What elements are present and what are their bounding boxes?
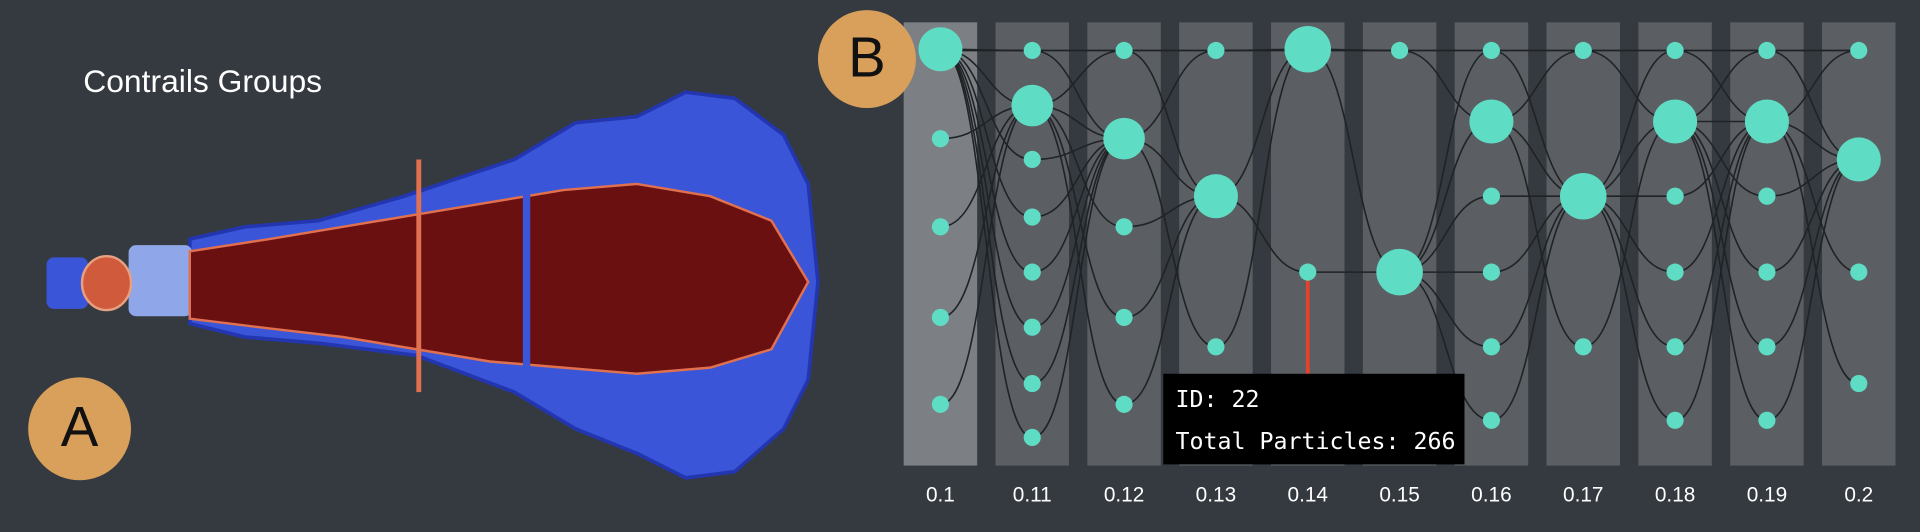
node bbox=[918, 27, 963, 72]
node bbox=[931, 395, 949, 413]
panel-badge bbox=[817, 10, 916, 109]
column bbox=[1087, 22, 1161, 466]
node bbox=[1103, 117, 1145, 160]
column-label: 0.18 bbox=[1655, 484, 1695, 507]
node bbox=[1653, 99, 1698, 144]
node bbox=[1115, 308, 1133, 326]
node bbox=[1207, 41, 1225, 60]
node bbox=[1666, 187, 1684, 205]
node bbox=[1758, 263, 1776, 281]
panel-a: Contrails Groups A bbox=[28, 63, 820, 481]
column-label: 0.19 bbox=[1747, 484, 1787, 507]
node bbox=[1758, 187, 1776, 205]
node bbox=[1758, 41, 1776, 60]
column-label: 0.14 bbox=[1288, 484, 1328, 507]
contrail-segment bbox=[46, 257, 89, 309]
node bbox=[1391, 41, 1409, 60]
contrail-segment bbox=[128, 245, 193, 317]
node bbox=[1850, 41, 1868, 60]
node bbox=[1299, 263, 1317, 281]
edge bbox=[940, 104, 1033, 406]
node bbox=[1744, 99, 1789, 144]
node bbox=[1850, 374, 1868, 393]
column-label: 0.13 bbox=[1196, 484, 1236, 507]
edge bbox=[940, 48, 1033, 385]
node bbox=[1115, 218, 1133, 236]
column bbox=[1546, 22, 1620, 466]
node bbox=[1115, 41, 1133, 60]
node bbox=[1758, 338, 1776, 356]
column bbox=[1730, 22, 1804, 466]
node bbox=[1376, 248, 1423, 296]
node bbox=[1023, 374, 1041, 393]
column-label: 0.12 bbox=[1104, 484, 1144, 507]
node bbox=[1023, 263, 1041, 281]
edge bbox=[1032, 137, 1125, 439]
panel-label: A bbox=[61, 395, 99, 458]
node bbox=[1850, 263, 1868, 281]
column bbox=[1638, 22, 1712, 466]
node bbox=[1023, 208, 1041, 226]
node bbox=[1666, 338, 1684, 356]
node bbox=[1482, 41, 1500, 60]
node bbox=[1023, 318, 1041, 336]
panel-title: Contrails Groups bbox=[83, 63, 322, 99]
node bbox=[1023, 150, 1041, 169]
node bbox=[1284, 26, 1332, 73]
column bbox=[1822, 22, 1896, 466]
tooltip: ID: 22 Total Particles: 266 bbox=[1163, 373, 1465, 465]
node bbox=[1560, 172, 1607, 220]
node bbox=[931, 218, 949, 236]
node bbox=[1666, 411, 1684, 429]
panel-label: B bbox=[848, 25, 886, 88]
panel-b: 0.1 0.11 0.12 0.13 0.14 0.15 0.16 0.17 0.18 0.19 0… bbox=[817, 10, 1896, 507]
inner-contrail bbox=[188, 182, 810, 375]
tooltip-id: ID: 22 bbox=[1176, 386, 1260, 413]
tooltip-box bbox=[1163, 373, 1465, 465]
node bbox=[1574, 338, 1592, 356]
node bbox=[1482, 263, 1500, 281]
node bbox=[1115, 395, 1133, 413]
node bbox=[1482, 187, 1500, 205]
node bbox=[931, 308, 949, 326]
column-label: 0.11 bbox=[1013, 484, 1052, 507]
node bbox=[1193, 174, 1238, 219]
node bbox=[1482, 411, 1500, 429]
column-label: 0.1 bbox=[926, 484, 955, 507]
column-label: 0.15 bbox=[1379, 484, 1419, 507]
tooltip-total: Total Particles: 266 bbox=[1176, 428, 1456, 455]
column-label: 0.2 bbox=[1844, 484, 1873, 507]
node bbox=[1574, 41, 1592, 60]
node bbox=[1666, 41, 1684, 60]
node bbox=[1482, 338, 1500, 356]
node bbox=[931, 130, 949, 148]
edge bbox=[940, 48, 1033, 439]
node bbox=[1023, 41, 1041, 60]
node bbox=[1666, 263, 1684, 281]
contrail-segment bbox=[80, 254, 133, 312]
node bbox=[1469, 99, 1514, 144]
edge bbox=[1032, 104, 1125, 406]
node bbox=[1836, 137, 1881, 182]
panel-badge bbox=[28, 377, 132, 481]
node bbox=[1207, 338, 1225, 356]
node bbox=[1758, 411, 1776, 429]
column-label: 0.16 bbox=[1471, 484, 1511, 507]
node bbox=[1011, 84, 1054, 127]
node bbox=[1023, 428, 1041, 446]
column-label: 0.17 bbox=[1563, 484, 1603, 507]
